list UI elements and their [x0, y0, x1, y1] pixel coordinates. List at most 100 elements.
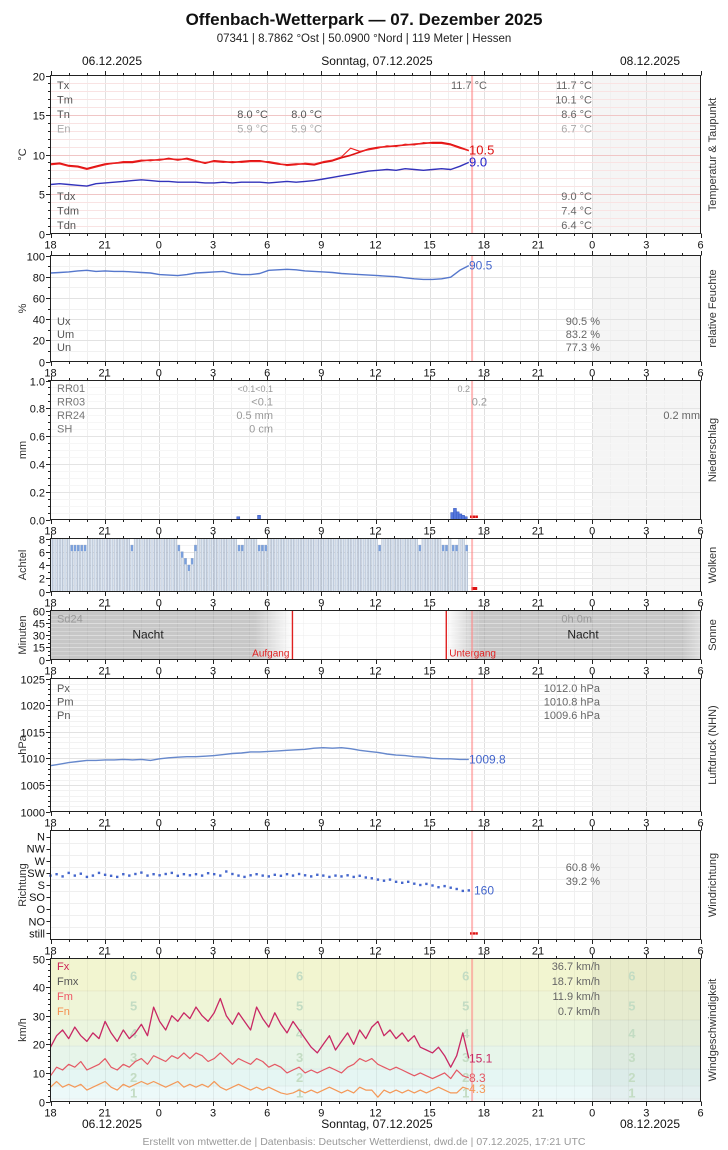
cloud-bar — [110, 538, 114, 592]
x-tick-label: 3 — [643, 946, 649, 958]
cloud-bar — [358, 538, 361, 592]
panel-right-label: Temperatur & Taupunkt — [707, 98, 719, 212]
stat-value: 5.9 °C — [237, 124, 268, 136]
x-tick-label: 15 — [424, 598, 436, 610]
wind-direction-dot — [231, 872, 234, 876]
y-tick-label: SW — [27, 868, 45, 880]
cloud-bar — [448, 538, 452, 592]
x-tick-label: 21 — [532, 818, 544, 830]
cloud-bar — [458, 538, 462, 592]
x-tick-label: 15 — [424, 666, 436, 678]
cloud-bar — [77, 544, 80, 592]
stat-label: Ux — [57, 316, 71, 328]
x-tick-label: 6 — [264, 666, 270, 678]
stat-value: 9.0 °C — [561, 191, 592, 203]
y-axis-unit-label: Richtung — [17, 863, 29, 906]
wind-direction-dot — [237, 874, 240, 877]
y-tick-label: O — [36, 904, 45, 916]
x-tick-label: 6 — [697, 598, 703, 610]
cloud-bar — [154, 538, 157, 592]
x-tick-label: 21 — [532, 598, 544, 610]
stat-label: Tdn — [57, 220, 76, 232]
x-tick-label: 3 — [210, 818, 216, 830]
cloud-bar — [244, 538, 248, 592]
wind-direction-dot — [431, 884, 434, 887]
y-tick-label: 0 — [39, 358, 45, 370]
x-tick-label: 21 — [532, 946, 544, 958]
x-tick-label: 18 — [478, 1108, 490, 1120]
beaufort-number: 3 — [296, 1050, 303, 1065]
y-tick-label: 0 — [39, 588, 45, 600]
y-axis-unit-label: hPa — [17, 734, 29, 754]
cloud-bar — [371, 538, 375, 592]
stat-label: RR01 — [57, 383, 85, 395]
cloud-bar — [234, 538, 238, 592]
y-tick-label: 1020 — [21, 701, 45, 713]
beaufort-number: 3 — [462, 1050, 469, 1065]
x-tick-label: 3 — [643, 818, 649, 830]
x-tick-label: 3 — [210, 1108, 216, 1120]
cloud-bar — [398, 538, 402, 592]
x-tick-label: 6 — [697, 240, 703, 252]
x-tick-label: 18 — [478, 946, 490, 958]
x-tick-label: 18 — [478, 240, 490, 252]
stat-value: 0 cm — [249, 424, 273, 436]
x-tick-label: 9 — [318, 946, 324, 958]
footer-credit: Erstellt von mtwetter.de | Datenbasis: D… — [142, 1136, 586, 1148]
beaufort-number: 5 — [462, 999, 469, 1014]
stat-value: <0.1<0.1 — [237, 384, 273, 394]
x-tick-label: 0 — [156, 666, 162, 678]
cloud-bar-cap — [452, 545, 455, 552]
stat-value: 11.7 °C — [451, 80, 487, 92]
x-tick-label: 12 — [369, 946, 381, 958]
beaufort-number: 5 — [628, 999, 635, 1014]
wind-direction-dot — [116, 875, 119, 879]
cloud-bar — [180, 551, 184, 592]
wind-direction-dot — [128, 874, 131, 877]
y-tick-label: 4 — [39, 561, 45, 573]
x-tick-label: 12 — [369, 368, 381, 380]
wind-direction-forecast-dot — [472, 932, 476, 935]
cloud-bar — [261, 544, 264, 592]
cloud-bar — [100, 538, 104, 592]
panel-right-label: relative Feuchte — [707, 269, 719, 347]
cloud-bar — [230, 538, 234, 592]
wind-direction-dot — [267, 875, 270, 878]
x-tick-label: 0 — [589, 598, 595, 610]
x-tick-label: 12 — [369, 1108, 381, 1120]
cloud-bar — [294, 538, 298, 592]
temperature-frame — [50, 75, 701, 234]
x-tick-label: 3 — [210, 526, 216, 538]
cloud-bar-cap — [237, 545, 241, 552]
stat-value: 60.8 % — [566, 862, 600, 874]
x-tick-label: 0 — [589, 1108, 595, 1120]
cloud-bar — [83, 544, 87, 592]
wind-direction-dot — [97, 871, 101, 875]
wind-direction-dot — [67, 871, 70, 875]
cloud-bar-cap — [445, 545, 448, 552]
beaufort-number: 6 — [462, 969, 469, 984]
x-tick-label: 18 — [44, 946, 56, 958]
precip-forecast-dot — [472, 515, 476, 518]
cloud-bar — [321, 538, 325, 592]
beaufort-number: 5 — [130, 999, 137, 1014]
cloud-bar — [381, 538, 385, 592]
x-tick-label: 3 — [210, 666, 216, 678]
cloud-bar — [408, 538, 412, 592]
stat-value: 39.2 % — [566, 876, 600, 888]
stat-label: Tm — [57, 95, 73, 107]
y-tick-label: 10 — [33, 1069, 45, 1081]
cloud-bar — [174, 538, 177, 592]
wind-direction-dot — [443, 884, 446, 888]
x-tick-label: 18 — [44, 1108, 56, 1120]
stat-label: RR03 — [57, 397, 85, 409]
cloud-bar-cap — [73, 545, 77, 552]
stat-value: 0.7 km/h — [558, 1006, 600, 1018]
y-axis-unit-label: % — [17, 303, 29, 313]
wind-direction-dot — [194, 873, 198, 876]
x-tick-label: 0 — [156, 526, 162, 538]
stat-label: Tn — [57, 109, 70, 121]
wind-direction-dot — [55, 873, 58, 876]
cloud-bar — [441, 544, 445, 592]
wind-direction-dot — [303, 874, 307, 877]
